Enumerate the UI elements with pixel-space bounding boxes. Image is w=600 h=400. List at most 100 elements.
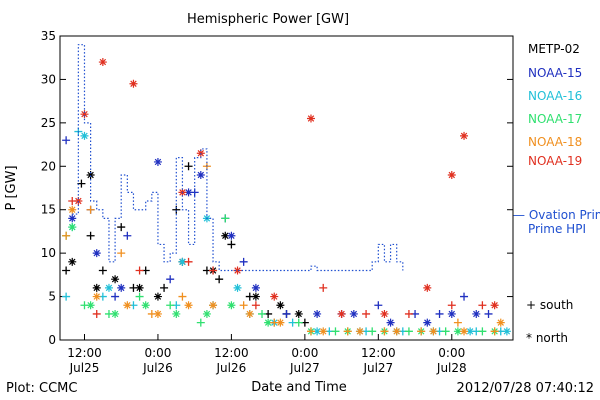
point-south [380, 327, 389, 336]
x-tick-label-time: 12:00 [361, 346, 396, 360]
x-tick-label-time: 12:00 [214, 346, 249, 360]
point-north [423, 283, 432, 292]
point-south [374, 301, 383, 310]
legend-entry: NOAA-15 [528, 66, 582, 80]
point-south [460, 292, 469, 301]
point-north [496, 318, 505, 327]
series-noaa-15 [62, 136, 493, 327]
point-south [258, 309, 267, 318]
point-north [386, 318, 395, 327]
x-tick-label-date: Jul25 [69, 361, 100, 375]
legend-annotation: + south [526, 298, 573, 312]
point-north [453, 327, 462, 336]
point-south [441, 327, 450, 336]
point-north [337, 309, 346, 318]
point-south [368, 327, 377, 336]
point-north [227, 231, 236, 240]
point-north [111, 275, 120, 284]
point-south [86, 205, 95, 214]
legend-annotation: * north [526, 331, 568, 345]
point-south [306, 327, 315, 336]
x-tick-label-time: 0:00 [438, 346, 465, 360]
legend-entry: NOAA-19 [528, 154, 582, 168]
x-axis-ticks: 12:00Jul250:00Jul2612:00Jul260:00Jul2712… [67, 334, 467, 375]
point-north [276, 301, 285, 310]
point-north [123, 301, 132, 310]
point-north [104, 283, 113, 292]
x-tick-label-time: 0:00 [144, 346, 171, 360]
point-north [251, 292, 260, 301]
point-north [306, 114, 315, 123]
point-south [227, 240, 236, 249]
x-axis-label: Date and Time [251, 380, 347, 395]
x-tick-label-time: 12:00 [67, 346, 102, 360]
point-south [160, 283, 169, 292]
point-north [349, 309, 358, 318]
point-south [239, 301, 248, 310]
point-north [129, 79, 138, 88]
y-tick-label: 35 [41, 29, 56, 43]
point-north [313, 309, 322, 318]
series-layer [62, 44, 511, 336]
point-north [111, 309, 120, 318]
point-south [184, 257, 193, 266]
point-north [98, 58, 107, 67]
point-north [153, 157, 162, 166]
legend-entry: METP-02 [528, 42, 580, 56]
point-north [86, 170, 95, 179]
point-north [276, 318, 285, 327]
point-south [62, 292, 71, 301]
point-north [447, 170, 456, 179]
point-south [215, 275, 224, 284]
point-north [68, 257, 77, 266]
point-north [92, 292, 101, 301]
point-north [490, 301, 499, 310]
point-north [233, 266, 242, 275]
point-north [251, 283, 260, 292]
point-north [233, 283, 242, 292]
point-north [355, 327, 364, 336]
point-south [135, 266, 144, 275]
point-north [184, 188, 193, 197]
point-south [221, 214, 230, 223]
y-tick-label: 20 [41, 159, 56, 173]
point-south [196, 318, 205, 327]
point-south [86, 231, 95, 240]
point-south [239, 257, 248, 266]
point-south [453, 318, 462, 327]
point-south [484, 309, 493, 318]
point-north [423, 318, 432, 327]
point-south [166, 301, 175, 310]
legend-annotation: Prime HPI [528, 222, 586, 236]
point-north [202, 309, 211, 318]
point-north [80, 110, 89, 119]
x-tick-label-date: Jul27 [362, 361, 393, 375]
x-tick-label-date: Jul26 [216, 361, 247, 375]
point-north [429, 327, 438, 336]
series-noaa-16 [62, 127, 511, 336]
point-north [460, 131, 469, 140]
point-north [270, 292, 279, 301]
y-tick-label: 25 [41, 116, 56, 130]
point-north [209, 301, 218, 310]
y-axis-label: P [GW] [4, 165, 19, 210]
series-metp-02 [62, 162, 309, 327]
point-south [251, 301, 260, 310]
x-tick-label-date: Jul28 [436, 361, 467, 375]
point-north [92, 249, 101, 258]
series-ovation-prime-hpi [72, 44, 404, 272]
point-south [184, 162, 193, 171]
point-north [80, 131, 89, 140]
legend-ovation: — Ovation Prime HPI [513, 208, 600, 222]
point-north [380, 309, 389, 318]
point-south [209, 266, 218, 275]
point-north [245, 309, 254, 318]
legend: METP-02 NOAA-15 NOAA-16 NOAA-17 NOAA-18 NOAA-… [513, 42, 600, 345]
point-south [343, 327, 352, 336]
point-north [68, 214, 77, 223]
point-south [490, 327, 499, 336]
chart-title: Hemispheric Power [GW] [187, 12, 349, 27]
point-north [221, 231, 230, 240]
point-south [331, 327, 340, 336]
point-north [319, 327, 328, 336]
